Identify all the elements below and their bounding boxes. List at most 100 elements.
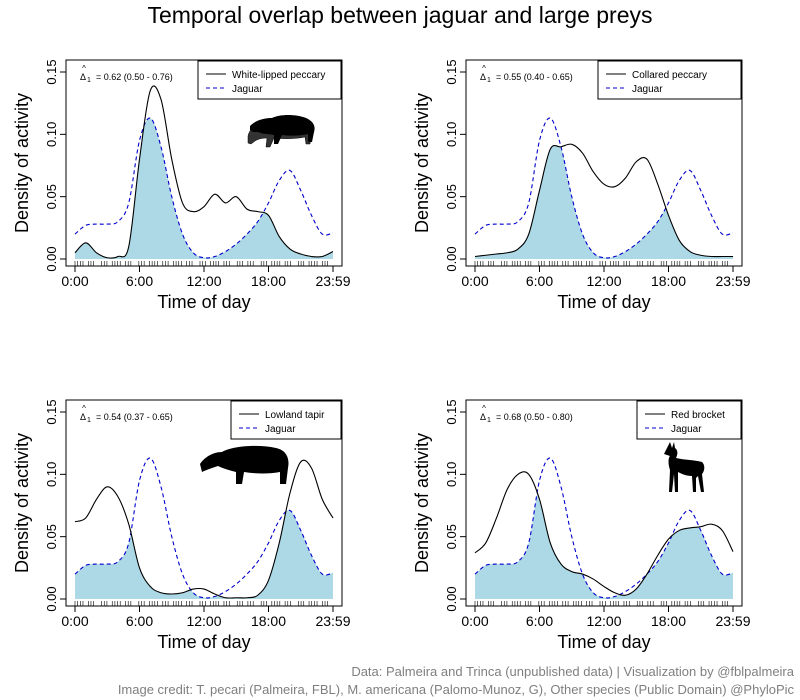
series-line-prey	[74, 85, 334, 259]
series-line-prey	[74, 459, 334, 599]
x-tick-label: 12:00	[586, 613, 621, 629]
overlap-subscript: 1	[87, 417, 91, 424]
y-axis-label: Density of activity	[12, 433, 32, 573]
x-tick-label: 18:00	[251, 273, 286, 289]
y-tick-label: 0.10	[44, 122, 59, 147]
y-tick-label: 0.05	[44, 524, 59, 549]
series-line-jaguar	[474, 457, 734, 599]
series-line-jaguar	[74, 117, 334, 259]
x-tick-label: 6:00	[126, 613, 153, 629]
chart-panel-collared-peccary: 0:00 6:00 12:00 18:00 23:59 0.00 0.05 0.10 0.15 T…	[250, 59, 751, 312]
overlap-symbol: Δ	[480, 72, 486, 82]
overlap-annotation: ^Δ 1 = 0.62 (0.50 - 0.76)	[80, 64, 173, 84]
overlap-value: = 0.55 (0.40 - 0.65)	[496, 72, 573, 82]
overlap-annotation: ^Δ 1 = 0.55 (0.40 - 0.65)	[480, 64, 573, 84]
overlap-area	[75, 510, 333, 599]
x-tick-label: 12:00	[186, 613, 221, 629]
x-axis-label: Time of day	[557, 292, 650, 312]
legend-label-prey: White-lipped peccary	[232, 70, 325, 81]
data-credit: Data: Palmeira and Trinca (unpublished d…	[351, 664, 794, 679]
series-line-jaguar	[74, 457, 334, 599]
legend-label-jaguar: Jaguar	[632, 84, 663, 95]
x-tick-label: 0:00	[461, 613, 488, 629]
page-title: Temporal overlap between jaguar and larg…	[147, 2, 653, 28]
y-tick-label: 0.05	[44, 184, 59, 209]
overlap-annotation: ^Δ 1 = 0.68 (0.50 - 0.80)	[480, 404, 573, 424]
legend-box	[197, 60, 342, 100]
x-tick-label: 6:00	[526, 273, 553, 289]
overlap-subscript: 1	[87, 77, 91, 84]
legend: White-lipped peccary Jaguar	[197, 60, 342, 100]
chart-panel-lowland-tapir: 0:00 6:00 12:00 18:00 23:59 0.00 0.05 0.10 0.15 T…	[12, 399, 351, 652]
x-tick-label: 0:00	[461, 273, 488, 289]
y-tick-label: 0.15	[444, 59, 459, 84]
overlap-symbol: Δ	[80, 72, 86, 82]
overlap-value: = 0.68 (0.50 - 0.80)	[496, 412, 573, 422]
x-tick-label: 23:59	[315, 613, 350, 629]
legend-label-jaguar: Jaguar	[265, 424, 296, 435]
y-axis-label: Density of activity	[412, 93, 432, 233]
overlap-hat: ^	[82, 64, 86, 73]
y-tick-label: 0.15	[44, 59, 59, 84]
overlap-symbol: Δ	[480, 412, 486, 422]
x-tick-label: 18:00	[651, 273, 686, 289]
y-tick-label: 0.05	[444, 524, 459, 549]
y-tick-label: 0.10	[444, 462, 459, 487]
legend-label-prey: Collared peccary	[632, 70, 707, 81]
silhouette-shape	[664, 442, 705, 492]
legend-box	[636, 400, 742, 440]
x-axis-label: Time of day	[157, 632, 250, 652]
legend: Collared peccary Jaguar	[597, 60, 742, 100]
rug-ticks	[74, 261, 328, 266]
x-tick-label: 0:00	[61, 613, 88, 629]
series-line-prey	[474, 471, 734, 596]
y-axis-label: Density of activity	[12, 93, 32, 233]
chart-panel-white-lipped-peccary: 0:00 6:00 12:00 18:00 23:59 0.00 0.05 0.10 0.15 T…	[12, 59, 351, 312]
overlap-symbol: Δ	[80, 412, 86, 422]
x-tick-label: 12:00	[186, 273, 221, 289]
overlap-subscript: 1	[487, 417, 491, 424]
y-tick-label: 0.00	[44, 586, 59, 611]
legend: Red brocket Jaguar	[636, 400, 742, 440]
overlap-area	[475, 145, 733, 259]
image-credit: Image credit: T. pecari (Palmeira, FBL),…	[117, 682, 794, 697]
x-tick-label: 18:00	[251, 613, 286, 629]
overlap-value: = 0.54 (0.37 - 0.65)	[96, 412, 173, 422]
rug-ticks	[74, 601, 328, 606]
x-tick-label: 23:59	[315, 273, 350, 289]
y-tick-label: 0.15	[444, 399, 459, 424]
overlap-hat: ^	[482, 64, 486, 73]
y-tick-label: 0.05	[444, 184, 459, 209]
legend-label-prey: Red brocket	[671, 410, 725, 421]
x-tick-label: 0:00	[61, 273, 88, 289]
legend-label-jaguar: Jaguar	[232, 84, 263, 95]
overlap-subscript: 1	[487, 77, 491, 84]
overlap-hat: ^	[482, 404, 486, 413]
x-tick-label: 23:59	[715, 613, 750, 629]
overlap-hat: ^	[82, 404, 86, 413]
y-tick-label: 0.10	[44, 462, 59, 487]
rug-ticks	[474, 261, 728, 266]
silhouette-shape	[200, 445, 289, 484]
x-axis-label: Time of day	[557, 632, 650, 652]
y-tick-label: 0.10	[444, 122, 459, 147]
series-line-prey	[474, 143, 733, 258]
overlap-annotation: ^Δ 1 = 0.54 (0.37 - 0.65)	[80, 404, 173, 424]
y-axis-label: Density of activity	[412, 433, 432, 573]
y-tick-label: 0.00	[444, 586, 459, 611]
legend: Lowland tapir Jaguar	[230, 400, 342, 440]
y-tick-label: 0.00	[44, 246, 59, 271]
y-tick-label: 0.15	[44, 399, 59, 424]
red-brocket-icon	[664, 442, 705, 492]
collared-peccary-icon	[250, 115, 315, 144]
chart-panel-red-brocket: 0:00 6:00 12:00 18:00 23:59 0.00 0.05 0.10 0.15 T…	[412, 399, 751, 652]
legend-box	[230, 400, 342, 440]
y-tick-label: 0.00	[444, 246, 459, 271]
lowland-tapir-icon	[200, 445, 289, 484]
silhouette-shape	[250, 115, 315, 144]
series-line-jaguar	[474, 117, 734, 259]
x-axis-label: Time of day	[157, 292, 250, 312]
overlap-area	[475, 492, 733, 599]
legend-box	[597, 60, 742, 100]
rug-ticks	[474, 601, 728, 606]
